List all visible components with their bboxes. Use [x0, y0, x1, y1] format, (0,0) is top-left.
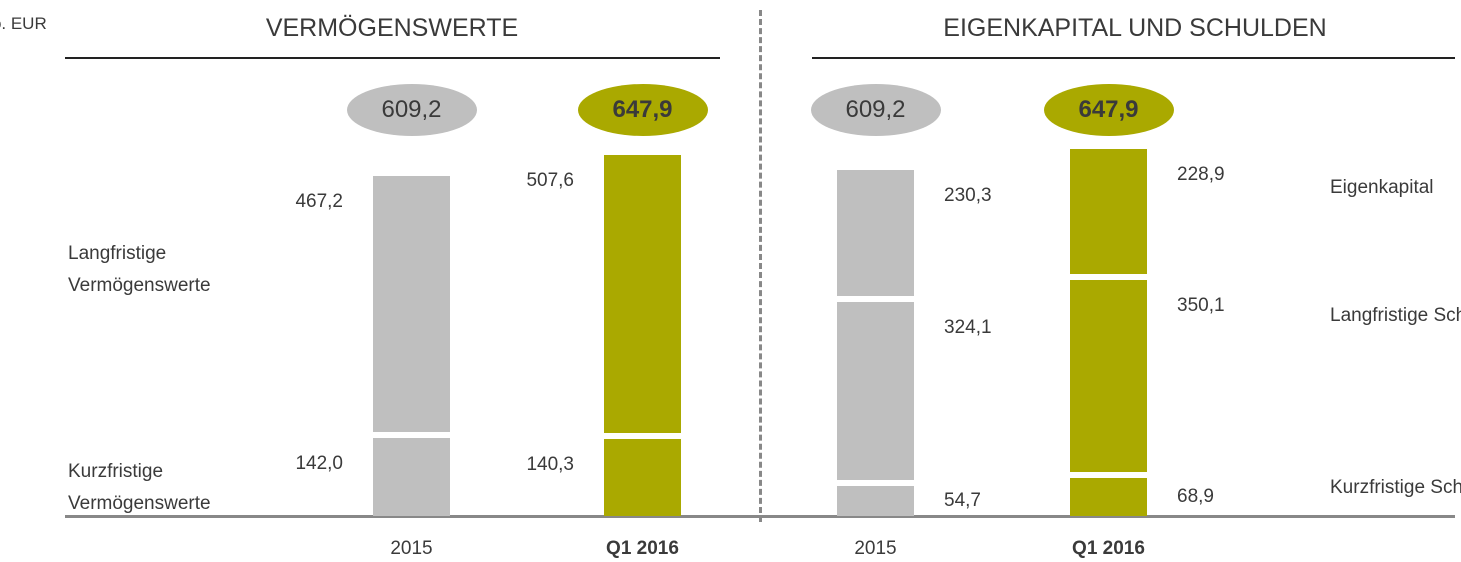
bar-segment [837, 170, 914, 297]
title-rule [65, 57, 720, 59]
value-label: 324,1 [944, 317, 992, 339]
total-badge: 609,2 [810, 84, 941, 136]
value-label: 54,7 [944, 490, 981, 511]
unit-label: Mio. EUR [0, 14, 47, 33]
x-tick-label: 2015 [854, 538, 897, 559]
value-label: 350,1 [1177, 295, 1225, 317]
value-label: 507,6 [526, 169, 574, 191]
legend-label: Kurzfristige Vermögenswerte [68, 461, 211, 514]
value-label: 142,0 [295, 453, 343, 475]
legend-label: Eigenkapital [1330, 177, 1434, 198]
x-tick-label: 2015 [390, 538, 433, 559]
x-tick-label: Q1 2016 [606, 538, 679, 559]
bar-segment [837, 486, 914, 516]
x-tick-label: Q1 2016 [1072, 538, 1145, 559]
total-badge: 647,9 [577, 84, 708, 136]
bar-segment [604, 439, 681, 516]
bar-segment [604, 154, 681, 434]
total-badge: 609,2 [346, 84, 477, 136]
baseline [65, 515, 1455, 518]
value-label: 230,3 [944, 185, 992, 207]
chart-title: VERMÖGENSWERTE [265, 14, 519, 42]
total-badge: 647,9 [1043, 84, 1174, 136]
bar-segment [373, 176, 450, 433]
divider [759, 10, 762, 522]
legend-label: Langfristige Vermögenswerte [68, 243, 211, 296]
bar-segment [1070, 148, 1147, 275]
value-label: 140,3 [526, 454, 574, 476]
value-label: 68,9 [1177, 486, 1214, 508]
bar-segment [837, 302, 914, 480]
bar-segment [1070, 478, 1147, 516]
bar-segment [373, 438, 450, 516]
chart-title: EIGENKAPITAL UND SCHULDEN [943, 14, 1327, 42]
legend-label: Langfristige Schulden [1330, 305, 1461, 326]
bar-segment [1070, 280, 1147, 473]
legend-label: Kurzfristige Schulden [1330, 477, 1461, 498]
title-rule [812, 57, 1455, 59]
value-label: 467,2 [295, 191, 343, 213]
value-label: 228,9 [1177, 163, 1225, 185]
